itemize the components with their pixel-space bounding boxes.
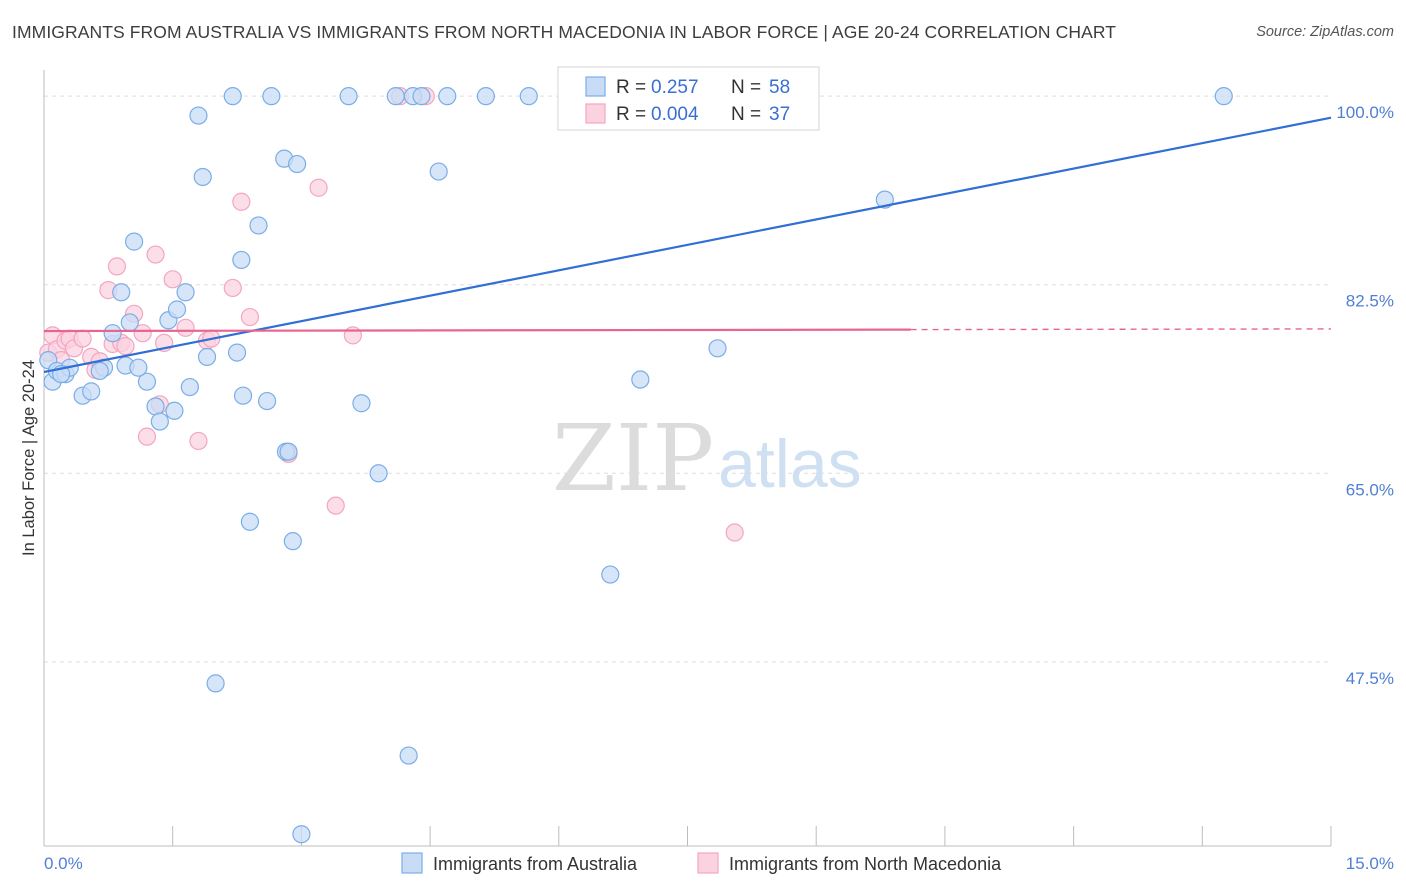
point-australia	[438, 87, 457, 106]
point-australia	[180, 377, 199, 397]
point-australia	[240, 512, 260, 531]
source-label: Source: ZipAtlas.com	[1256, 24, 1394, 40]
point-australia	[193, 167, 212, 187]
point-macedonia	[73, 329, 92, 348]
point-australia	[150, 412, 169, 431]
point-macedonia	[107, 257, 127, 276]
legend-r-label-australia: R =	[616, 77, 646, 98]
point-australia	[165, 401, 184, 420]
point-australia	[232, 250, 251, 270]
point-australia	[189, 106, 208, 125]
legend-r-value-australia: 0.257	[651, 77, 699, 98]
point-australia	[223, 87, 242, 106]
point-macedonia	[725, 523, 744, 542]
bottom-legend-swatch-macedonia	[697, 852, 719, 874]
point-australia	[233, 386, 253, 405]
trend-lines	[43, 116, 1332, 374]
point-australia	[197, 347, 217, 367]
point-macedonia	[326, 496, 345, 515]
x-tick-label-min: 0.0%	[44, 854, 83, 873]
point-australia	[249, 216, 268, 235]
point-australia	[120, 313, 139, 332]
y-tick-labels: 47.5% 65.0% 82.5% 100.0%	[1336, 103, 1394, 688]
y-axis-label: In Labor Force | Age 20-24	[20, 360, 38, 556]
top-legend: R = 0.257 N = 58 R = 0.004 N = 37	[557, 66, 820, 131]
point-australia	[519, 87, 538, 106]
bottom-legend-swatch-australia	[401, 852, 423, 874]
point-australia	[227, 343, 247, 362]
point-australia	[631, 370, 650, 389]
point-australia	[257, 391, 277, 411]
watermark-zip: ZIP	[552, 405, 714, 512]
point-macedonia	[163, 270, 182, 289]
bottom-legend: Immigrants from Australia Immigrants fro…	[401, 852, 1002, 874]
point-australia	[429, 162, 448, 181]
point-australia	[124, 232, 144, 251]
point-australia	[137, 372, 157, 391]
point-australia	[82, 382, 101, 401]
point-australia	[112, 283, 131, 302]
bottom-legend-label-australia: Immigrants from Australia	[433, 854, 638, 874]
legend-n-label-australia: N =	[731, 77, 761, 98]
point-australia	[339, 87, 358, 106]
legend-r-label-macedonia: R =	[616, 104, 646, 125]
legend-r-value-macedonia: 0.004	[651, 104, 699, 125]
point-australia	[601, 565, 620, 584]
y-tick-label: 65.0%	[1346, 480, 1394, 499]
point-australia	[167, 300, 187, 319]
point-australia	[708, 339, 727, 358]
y-tick-label: 100.0%	[1336, 103, 1394, 122]
point-australia	[146, 397, 165, 416]
point-macedonia	[116, 337, 135, 356]
point-macedonia	[189, 431, 208, 451]
point-macedonia	[240, 307, 260, 327]
watermark-atlas: atlas	[718, 426, 862, 502]
legend-n-label-macedonia: N =	[731, 104, 761, 125]
point-macedonia	[146, 245, 165, 264]
point-australia	[262, 87, 281, 106]
y-tick-label: 47.5%	[1346, 669, 1394, 688]
point-australia	[129, 358, 148, 377]
y-tick-label: 82.5%	[1346, 292, 1394, 311]
point-macedonia	[309, 178, 328, 197]
legend-swatch-macedonia	[585, 103, 606, 124]
trend-line-macedonia	[43, 328, 911, 333]
point-australia	[279, 442, 298, 461]
point-australia	[875, 190, 894, 209]
gridlines	[44, 95, 1331, 663]
trend-line-australia	[43, 116, 1332, 374]
bottom-legend-label-macedonia: Immigrants from North Macedonia	[729, 854, 1002, 874]
point-australia	[369, 464, 388, 483]
point-macedonia	[137, 427, 157, 446]
point-macedonia	[232, 192, 251, 211]
point-macedonia	[133, 324, 152, 343]
point-australia	[283, 532, 302, 551]
point-australia	[352, 394, 371, 413]
point-australia	[399, 746, 418, 765]
point-australia	[1214, 87, 1233, 106]
point-australia	[90, 361, 109, 381]
x-tick-label-max: 15.0%	[1346, 854, 1394, 873]
point-macedonia	[176, 318, 195, 337]
legend-swatch-australia	[585, 76, 606, 97]
trend-line-macedonia-extension	[910, 328, 1332, 331]
point-australia	[412, 87, 431, 106]
point-australia	[292, 825, 311, 844]
x-ticks	[43, 826, 1332, 846]
point-australia	[476, 87, 495, 106]
point-macedonia	[223, 278, 242, 298]
point-australia	[206, 674, 225, 693]
point-macedonia	[343, 326, 362, 345]
legend-n-value-australia: 58	[769, 77, 790, 98]
point-australia	[386, 87, 405, 106]
point-australia	[176, 283, 195, 302]
legend-n-value-macedonia: 37	[769, 104, 790, 125]
chart-title: IMMIGRANTS FROM AUSTRALIA VS IMMIGRANTS …	[12, 22, 1117, 42]
point-australia	[288, 154, 307, 174]
point-australia	[103, 324, 122, 343]
